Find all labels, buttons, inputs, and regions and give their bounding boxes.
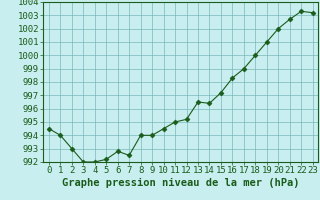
X-axis label: Graphe pression niveau de la mer (hPa): Graphe pression niveau de la mer (hPa) [62,178,300,188]
